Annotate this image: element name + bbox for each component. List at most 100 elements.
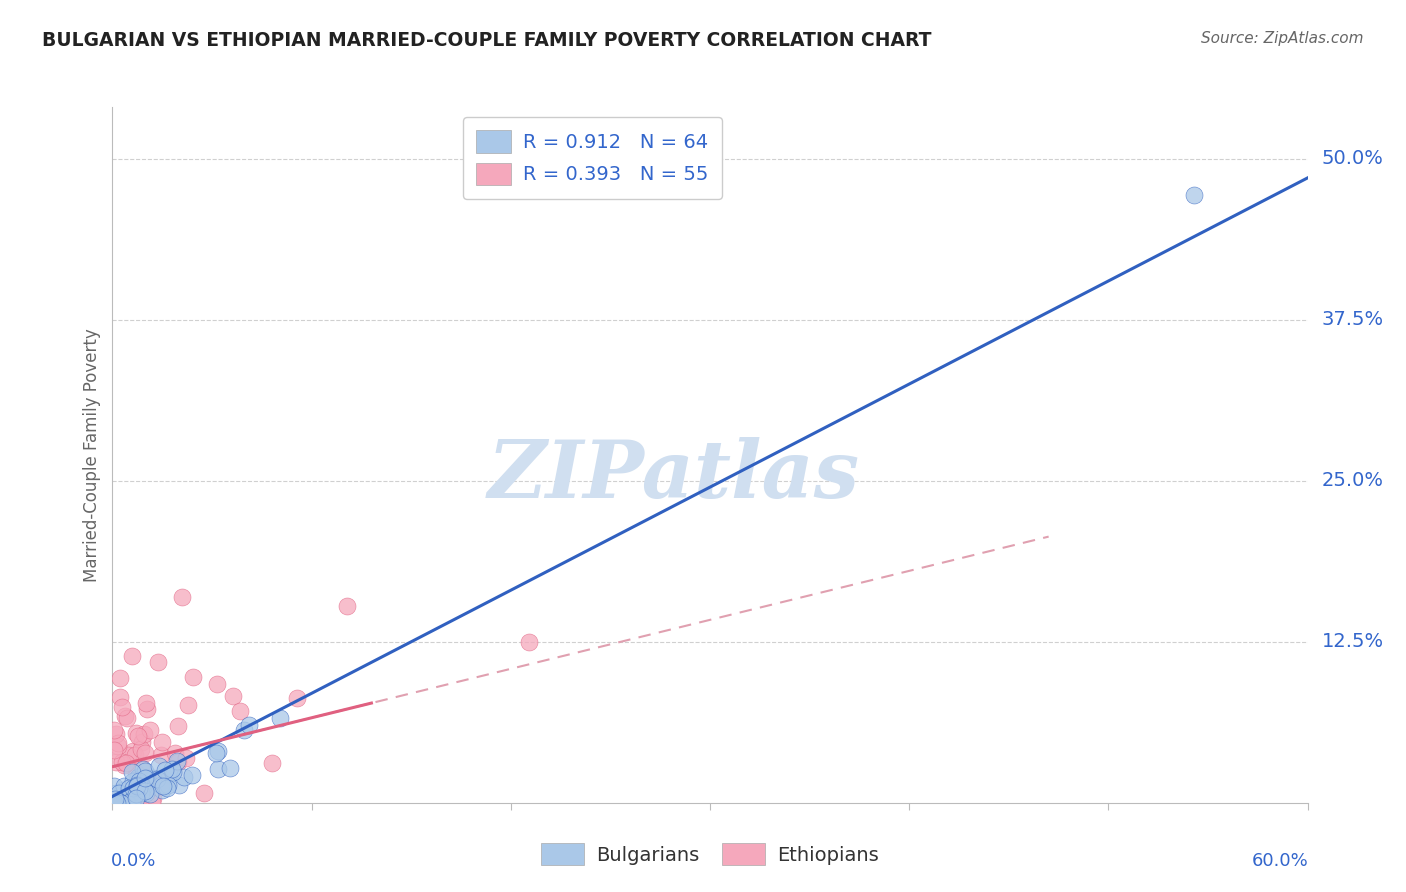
Point xyxy=(131,741,153,756)
Point xyxy=(146,655,169,669)
Point xyxy=(132,763,155,777)
Point xyxy=(110,755,132,769)
Point xyxy=(207,676,229,690)
Text: BULGARIAN VS ETHIOPIAN MARRIED-COUPLE FAMILY POVERTY CORRELATION CHART: BULGARIAN VS ETHIOPIAN MARRIED-COUPLE FA… xyxy=(42,31,932,50)
Point xyxy=(112,779,135,793)
Point xyxy=(134,771,156,785)
Point xyxy=(121,792,143,806)
Point xyxy=(150,734,173,748)
Text: ZIPatlas: ZIPatlas xyxy=(488,437,860,515)
Point xyxy=(105,795,128,809)
Point xyxy=(157,767,180,781)
Point xyxy=(517,635,540,649)
Point xyxy=(181,670,204,684)
Point xyxy=(145,772,167,786)
Point xyxy=(110,796,132,810)
Point xyxy=(129,795,152,809)
Point xyxy=(167,778,190,792)
Point xyxy=(129,761,152,775)
Point xyxy=(104,796,127,810)
Point xyxy=(1182,187,1205,202)
Point xyxy=(103,723,125,737)
Point xyxy=(138,788,160,802)
Point xyxy=(107,739,129,753)
Text: 50.0%: 50.0% xyxy=(1322,149,1384,168)
Point xyxy=(117,796,139,810)
Point xyxy=(152,779,174,793)
Point xyxy=(162,764,184,779)
Point xyxy=(136,702,159,716)
Text: Source: ZipAtlas.com: Source: ZipAtlas.com xyxy=(1201,31,1364,46)
Point xyxy=(218,761,240,775)
Legend: Bulgarians, Ethiopians: Bulgarians, Ethiopians xyxy=(534,835,886,873)
Point xyxy=(174,751,197,765)
Text: 60.0%: 60.0% xyxy=(1251,852,1309,870)
Point xyxy=(108,690,131,705)
Point xyxy=(193,785,215,799)
Point xyxy=(260,756,283,770)
Point xyxy=(125,778,148,792)
Point xyxy=(115,796,138,810)
Point xyxy=(134,746,156,760)
Point xyxy=(103,743,125,757)
Point xyxy=(160,762,183,776)
Point xyxy=(122,744,145,758)
Point xyxy=(127,770,149,784)
Point xyxy=(141,795,163,809)
Point xyxy=(115,796,138,810)
Point xyxy=(104,796,127,810)
Point xyxy=(153,763,176,777)
Point xyxy=(156,781,179,796)
Point xyxy=(238,718,260,732)
Text: 37.5%: 37.5% xyxy=(1322,310,1384,329)
Point xyxy=(105,796,128,810)
Point xyxy=(232,723,254,738)
Point xyxy=(172,591,194,605)
Point xyxy=(104,786,127,800)
Point xyxy=(150,773,173,788)
Point xyxy=(124,765,146,780)
Point xyxy=(135,697,157,711)
Point xyxy=(121,649,143,664)
Point xyxy=(136,771,159,785)
Point xyxy=(132,727,155,741)
Point xyxy=(166,756,188,770)
Point xyxy=(127,729,149,743)
Point xyxy=(121,781,143,796)
Point xyxy=(114,708,136,723)
Point xyxy=(111,699,134,714)
Point xyxy=(105,727,128,741)
Point xyxy=(134,784,156,798)
Point xyxy=(129,786,152,800)
Point xyxy=(181,768,204,782)
Point xyxy=(287,691,309,706)
Point xyxy=(207,744,229,758)
Point xyxy=(166,754,188,768)
Point xyxy=(125,779,148,793)
Point xyxy=(118,781,141,796)
Point xyxy=(132,780,155,794)
Y-axis label: Married-Couple Family Poverty: Married-Couple Family Poverty xyxy=(83,328,101,582)
Point xyxy=(112,758,135,772)
Point xyxy=(269,711,291,725)
Text: 25.0%: 25.0% xyxy=(1322,471,1384,491)
Point xyxy=(107,786,129,800)
Point xyxy=(145,780,167,794)
Point xyxy=(104,792,127,806)
Point xyxy=(177,698,200,713)
Point xyxy=(173,770,195,784)
Point xyxy=(131,778,153,792)
Point xyxy=(128,775,150,789)
Point xyxy=(222,689,245,703)
Point xyxy=(103,779,125,793)
Point xyxy=(104,795,127,809)
Point xyxy=(229,704,252,718)
Point xyxy=(135,786,157,800)
Point xyxy=(131,735,153,749)
Point xyxy=(117,748,139,763)
Point xyxy=(149,778,172,792)
Point xyxy=(122,793,145,807)
Point xyxy=(107,736,129,750)
Text: 0.0%: 0.0% xyxy=(111,852,156,870)
Point xyxy=(163,746,186,760)
